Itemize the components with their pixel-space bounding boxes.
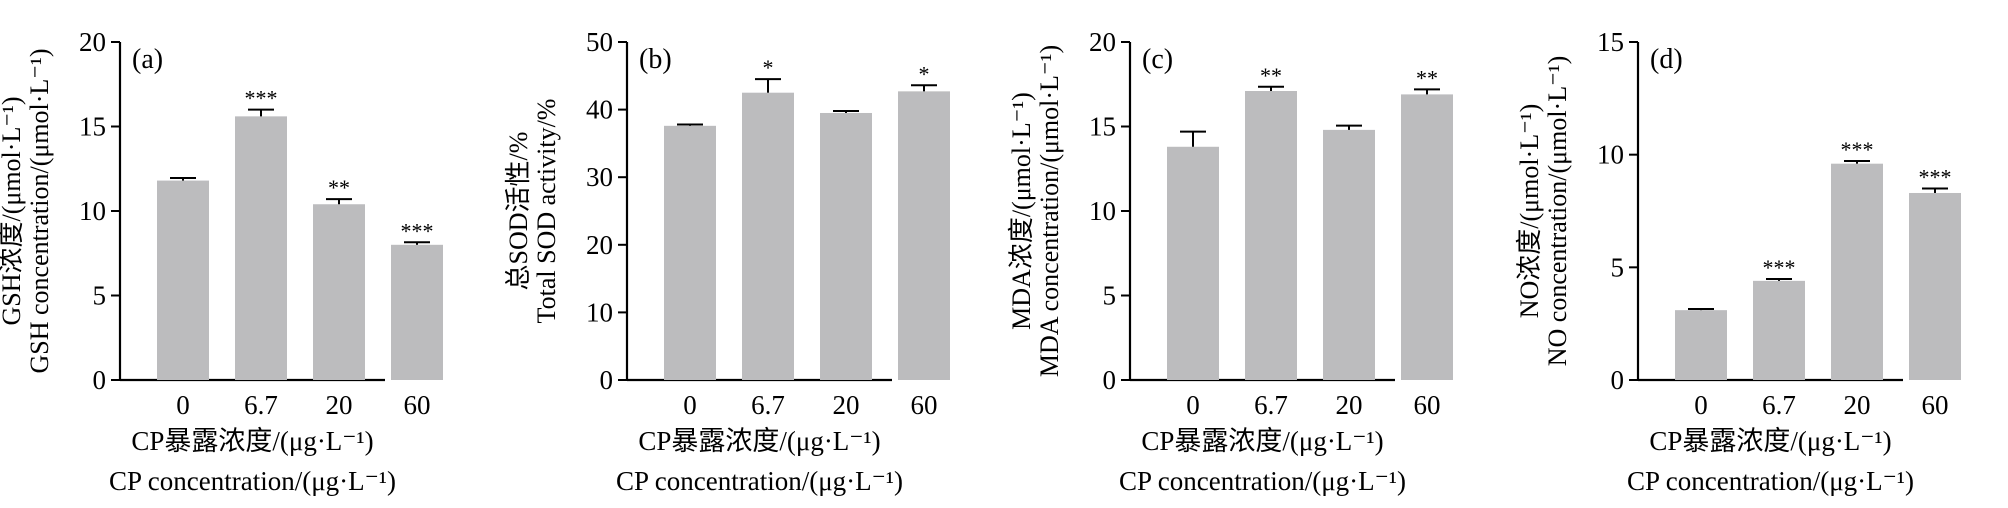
- y-tick-label: 0: [93, 365, 107, 395]
- x-axis-label-cn: CP暴露浓度/(μg·L⁻¹): [638, 426, 880, 456]
- bar: [157, 180, 209, 380]
- y-tick-label: 15: [1597, 27, 1624, 57]
- bar: [1323, 129, 1375, 380]
- x-tick-label: 20: [326, 390, 353, 420]
- y-tick-label: 30: [586, 162, 613, 192]
- chart-panel-c: 0 5 10 15 20 (c) 0 ** 6.7 20 ** 60 CP暴露浓度/(μg·L⁻¹) CP…: [1007, 27, 1453, 496]
- y-tick-label: 50: [586, 27, 613, 57]
- x-tick-label: 6.7: [751, 390, 785, 420]
- y-tick-label: 0: [600, 365, 614, 395]
- bar: [1167, 146, 1219, 380]
- y-tick-label: 10: [79, 196, 106, 226]
- significance-label: **: [1416, 65, 1438, 90]
- x-tick-label: 0: [1186, 390, 1200, 420]
- x-tick-label: 20: [1336, 390, 1363, 420]
- chart-panel-a: 0 5 10 15 20 (a) 0 *** 6.7 ** 20 *** 60 CP暴露浓度/(μg·L⁻…: [0, 27, 443, 496]
- chart-panel-d: 0 5 10 15 (d) 0 *** 6.7 *** 20 *** 60 CP暴露浓度/(μg·L⁻¹…: [1515, 27, 1961, 496]
- x-tick-label: 20: [833, 390, 860, 420]
- bar: [235, 116, 287, 381]
- x-tick-label: 0: [176, 390, 190, 420]
- significance-label: ***: [1919, 164, 1952, 189]
- x-tick-label: 60: [911, 390, 938, 420]
- x-tick-label: 60: [1922, 390, 1949, 420]
- y-tick-label: 0: [1103, 365, 1117, 395]
- significance-label: ***: [1763, 255, 1796, 280]
- y-tick-label: 5: [93, 281, 107, 311]
- bar: [1245, 91, 1297, 380]
- x-tick-label: 60: [1414, 390, 1441, 420]
- significance-label: ***: [245, 86, 278, 111]
- x-axis-label-en: CP concentration/(μg·L⁻¹): [109, 466, 396, 496]
- y-axis-label-cn: NO浓度/(μmol·L⁻¹): [1515, 104, 1544, 319]
- significance-label: ***: [1841, 137, 1874, 162]
- y-tick-label: 10: [586, 297, 613, 327]
- y-axis-label-cn: GSH浓度/(μmol·L⁻¹): [0, 97, 26, 326]
- y-tick-label: 10: [1597, 140, 1624, 170]
- panel-label: (c): [1142, 44, 1173, 75]
- bar: [313, 204, 365, 380]
- bar: [742, 92, 794, 380]
- significance-label: *: [763, 55, 774, 80]
- x-axis-label-en: CP concentration/(μg·L⁻¹): [1119, 466, 1406, 496]
- panel-label: (b): [639, 44, 672, 75]
- x-tick-label: 6.7: [1254, 390, 1288, 420]
- y-tick-label: 15: [79, 112, 106, 142]
- x-axis-label-en: CP concentration/(μg·L⁻¹): [616, 466, 903, 496]
- x-tick-label: 6.7: [244, 390, 278, 420]
- y-axis-label-en: Total SOD activity/%: [532, 99, 561, 324]
- bar: [1675, 310, 1727, 380]
- significance-label: *: [919, 61, 930, 86]
- y-axis-label-en: NO concentration/(μmol·L⁻¹): [1543, 56, 1572, 367]
- bar: [1753, 280, 1805, 380]
- y-tick-label: 20: [586, 230, 613, 260]
- chart-panel-b: 0 10 20 30 40 50 (b) 0 * 6.7 20 * 60 CP暴露浓度/(μg·L⁻¹) C…: [504, 27, 950, 496]
- y-axis-label-cn: MDA浓度/(μmol·L⁻¹): [1007, 92, 1036, 330]
- x-axis-label-cn: CP暴露浓度/(μg·L⁻¹): [131, 426, 373, 456]
- bar: [1909, 192, 1961, 380]
- bar: [1401, 94, 1453, 380]
- y-tick-label: 20: [79, 27, 106, 57]
- significance-label: **: [328, 175, 350, 200]
- bar: [820, 112, 872, 380]
- bar: [1831, 163, 1883, 380]
- y-axis-label-en: MDA concentration/(μmol·L⁻¹): [1035, 45, 1064, 377]
- bar: [391, 244, 443, 380]
- x-tick-label: 20: [1844, 390, 1871, 420]
- y-tick-label: 5: [1611, 252, 1625, 282]
- y-tick-label: 5: [1103, 281, 1117, 311]
- x-tick-label: 6.7: [1762, 390, 1796, 420]
- y-tick-label: 20: [1089, 27, 1116, 57]
- x-tick-label: 0: [1694, 390, 1708, 420]
- bar: [898, 91, 950, 381]
- x-axis-label-en: CP concentration/(μg·L⁻¹): [1627, 466, 1914, 496]
- significance-label: ***: [401, 218, 434, 243]
- y-tick-label: 15: [1089, 112, 1116, 142]
- significance-label: **: [1260, 63, 1282, 88]
- y-axis-label-cn: 总SOD活性/%: [504, 132, 533, 291]
- y-tick-label: 0: [1611, 365, 1625, 395]
- x-tick-label: 60: [404, 390, 431, 420]
- x-axis-label-cn: CP暴露浓度/(μg·L⁻¹): [1649, 426, 1891, 456]
- x-tick-label: 0: [683, 390, 697, 420]
- y-tick-label: 40: [586, 95, 613, 125]
- y-tick-label: 10: [1089, 196, 1116, 226]
- y-axis-label-en: GSH concentration/(μmol·L⁻¹): [25, 49, 54, 374]
- bar: [664, 125, 716, 380]
- panel-label: (d): [1650, 44, 1683, 75]
- panel-label: (a): [132, 44, 163, 75]
- x-axis-label-cn: CP暴露浓度/(μg·L⁻¹): [1141, 426, 1383, 456]
